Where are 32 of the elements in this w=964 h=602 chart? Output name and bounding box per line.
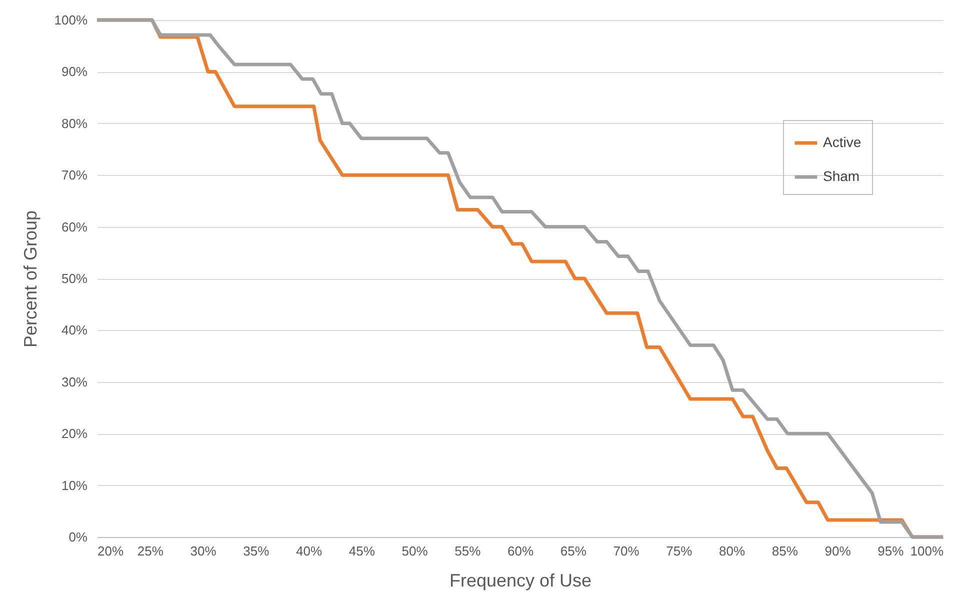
y-tick-label: 50%: [61, 271, 88, 286]
x-axis-title: Frequency of Use: [449, 570, 592, 590]
x-tick-label: 30%: [190, 544, 217, 558]
legend-label: Active: [823, 134, 862, 150]
y-tick-label: 80%: [61, 116, 88, 131]
x-tick-label: 35%: [243, 544, 270, 558]
x-tick-label: 100%: [910, 544, 944, 558]
x-tick-label: 65%: [560, 544, 587, 558]
x-tick-label: 45%: [348, 544, 376, 558]
x-tick-label: 60%: [507, 544, 534, 558]
x-tick-label: 95%: [878, 544, 904, 558]
y-tick-label: 30%: [61, 374, 88, 390]
x-tick-label: 85%: [772, 544, 798, 558]
y-tick-label: 40%: [61, 322, 88, 338]
x-tick-label: 70%: [613, 544, 640, 558]
x-tick-label: 50%: [402, 544, 428, 558]
y-tick-label: 90%: [61, 64, 88, 80]
y-tick-label: 0%: [68, 530, 88, 544]
x-tick-label: 25%: [137, 544, 164, 558]
x-tick-label: 55%: [454, 544, 482, 558]
y-tick-label: 20%: [61, 426, 88, 442]
x-tick-label: 20%: [98, 544, 124, 558]
y-tick-label: 100%: [54, 12, 88, 28]
x-tick-label: 75%: [666, 544, 693, 558]
x-tick-label: 90%: [824, 544, 852, 558]
y-tick-label: 70%: [61, 168, 88, 183]
x-tick-label: 40%: [296, 544, 322, 558]
x-tick-label: 80%: [718, 544, 746, 558]
y-axis-title: Percent of Group: [20, 210, 40, 348]
legend-label: Sham: [823, 168, 860, 184]
y-tick-label: 60%: [61, 219, 88, 234]
y-tick-label: 10%: [61, 478, 88, 493]
